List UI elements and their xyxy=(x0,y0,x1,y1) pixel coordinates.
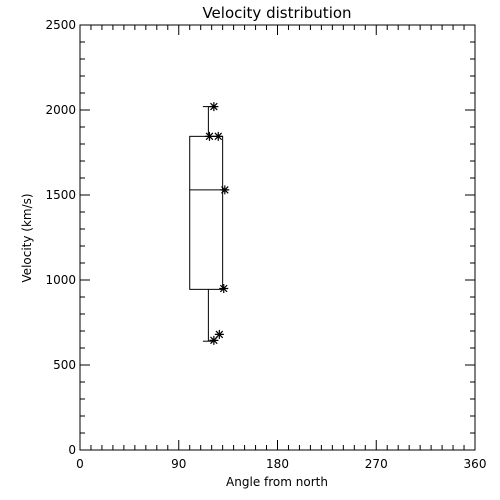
data-point-star xyxy=(209,335,219,345)
x-tick-label: 360 xyxy=(464,457,487,471)
y-tick-label: 2500 xyxy=(45,18,76,32)
box-iqr xyxy=(189,135,224,290)
data-point-star xyxy=(213,131,223,141)
y-tick-label: 0 xyxy=(68,443,76,457)
x-tick-label: 270 xyxy=(365,457,388,471)
data-points xyxy=(204,102,230,345)
x-tick-label: 0 xyxy=(76,457,84,471)
data-point-star xyxy=(220,185,230,195)
y-tick-label: 500 xyxy=(53,358,76,372)
data-point-star xyxy=(209,102,219,112)
data-point-star xyxy=(219,284,229,293)
y-axis-label: Velocity (km/s) xyxy=(20,193,34,282)
data-point-star xyxy=(204,131,214,141)
x-tick-label: 180 xyxy=(266,457,289,471)
plot-frame xyxy=(79,24,476,451)
y-tick-label: 2000 xyxy=(45,103,76,117)
x-axis-label: Angle from north xyxy=(226,475,328,489)
axis-tick-labels: 0 90 180 270 360 0 500 1000 1500 2000 2500 xyxy=(45,18,486,471)
data-point-star xyxy=(214,329,224,339)
y-tick-label: 1000 xyxy=(45,273,76,287)
axis-ticks xyxy=(79,24,476,451)
x-tick-label: 90 xyxy=(171,457,186,471)
box-plot xyxy=(189,106,224,342)
y-tick-label: 1500 xyxy=(45,188,76,202)
chart-title: Velocity distribution xyxy=(202,4,351,22)
